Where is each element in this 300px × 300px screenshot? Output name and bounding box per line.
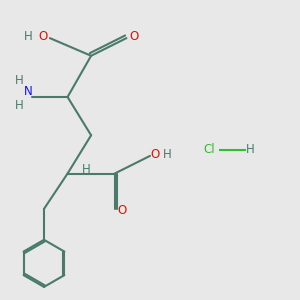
- Text: O: O: [117, 204, 127, 217]
- Text: Cl: Cl: [203, 143, 215, 157]
- Text: O: O: [129, 30, 138, 44]
- Text: H: H: [163, 148, 172, 161]
- Text: N: N: [23, 85, 32, 98]
- Text: O: O: [38, 30, 47, 43]
- Text: O: O: [151, 148, 160, 161]
- Text: H: H: [82, 163, 91, 176]
- Text: H: H: [23, 30, 32, 43]
- Text: H: H: [15, 99, 23, 112]
- Text: H: H: [246, 143, 254, 157]
- Text: H: H: [15, 74, 23, 87]
